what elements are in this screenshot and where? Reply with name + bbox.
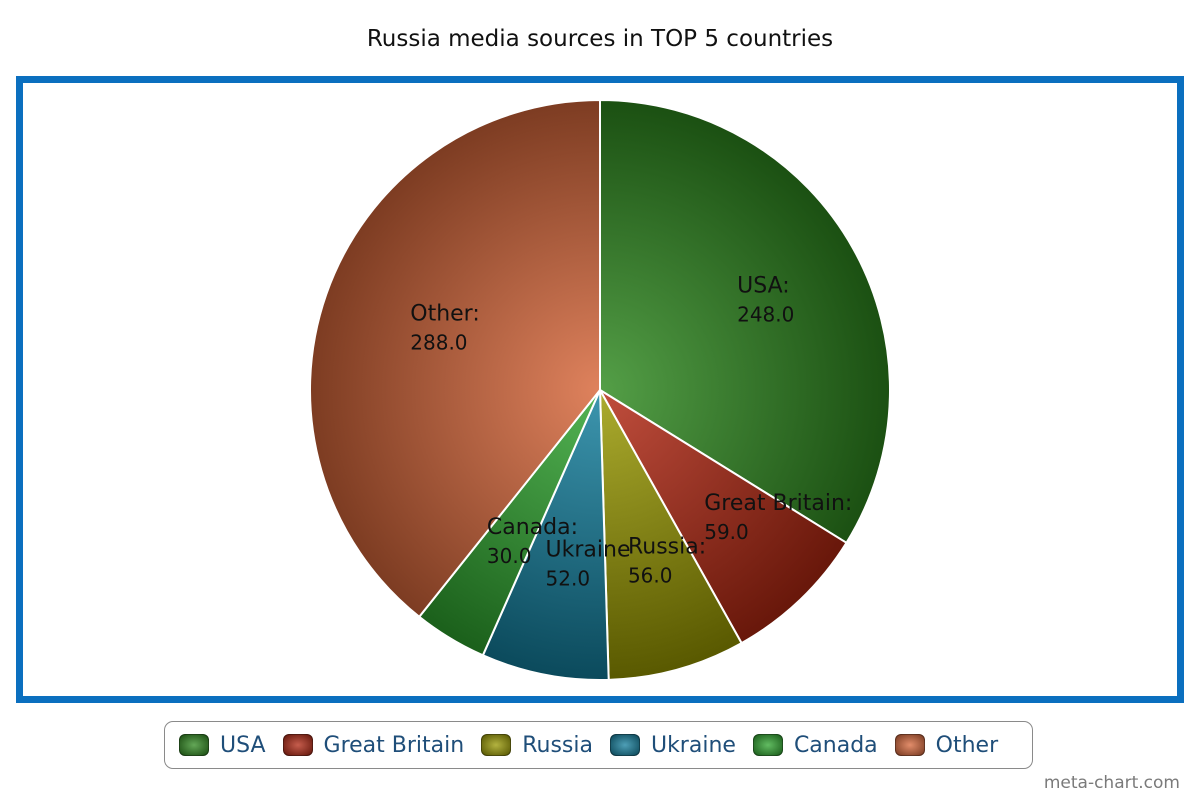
pie-slices — [309, 98, 891, 681]
legend-swatch-other — [894, 734, 925, 756]
slice-value-usa: 248.0 — [737, 303, 794, 327]
pie-slice-great-britain[interactable] — [597, 387, 848, 645]
slice-label-great-britain: Great Britain: — [704, 491, 852, 516]
slice-label-russia: Russia: — [628, 534, 706, 559]
slice-value-ukraine: 52.0 — [546, 566, 591, 590]
legend-label-other: Other — [935, 732, 999, 758]
slice-value-other: 288.0 — [410, 331, 467, 355]
legend-item-usa[interactable]: USA — [179, 733, 266, 758]
legend-label-usa: USA — [220, 732, 266, 758]
legend-swatch-usa — [179, 734, 209, 756]
slice-label-usa: USA: — [737, 274, 790, 299]
legend-item-russia[interactable]: Russia — [481, 733, 593, 758]
legend-swatch-ukraine — [609, 734, 640, 756]
chart-title: Russia media sources in TOP 5 countries — [366, 26, 834, 52]
legend-item-other[interactable]: Other — [894, 732, 999, 758]
legend-swatch-canada — [752, 734, 783, 756]
slice-label-ukraine: Ukraine — [546, 537, 631, 562]
slice-value-great-britain: 59.0 — [704, 520, 749, 544]
slice-label-canada: Canada: — [487, 515, 578, 540]
pie-slice-ukraine[interactable] — [481, 389, 610, 681]
pie-slice-usa[interactable] — [599, 98, 891, 545]
legend-swatch-russia — [481, 734, 512, 756]
slice-value-canada: 30.0 — [487, 544, 532, 568]
legend-item-ukraine[interactable]: Ukraine — [609, 732, 736, 758]
slice-value-russia: 56.0 — [628, 563, 673, 587]
legend-item-great-britain[interactable]: Great Britain — [282, 732, 465, 758]
watermark: meta-chart.com — [1043, 773, 1180, 793]
slice-label-other: Other: — [410, 302, 480, 327]
legend-swatch-great-britain — [282, 734, 313, 756]
legend: USA Great Britain Russia Ukraine Canada Other — [164, 721, 1033, 769]
legend-label-ukraine: Ukraine — [650, 732, 736, 758]
pie-slice-other[interactable] — [309, 98, 601, 619]
pie-slice-russia[interactable] — [599, 389, 743, 681]
legend-label-great-britain: Great Britain — [323, 732, 465, 758]
legend-label-russia: Russia — [522, 732, 593, 758]
legend-label-canada: Canada — [793, 732, 878, 758]
legend-item-canada[interactable]: Canada — [752, 732, 878, 758]
